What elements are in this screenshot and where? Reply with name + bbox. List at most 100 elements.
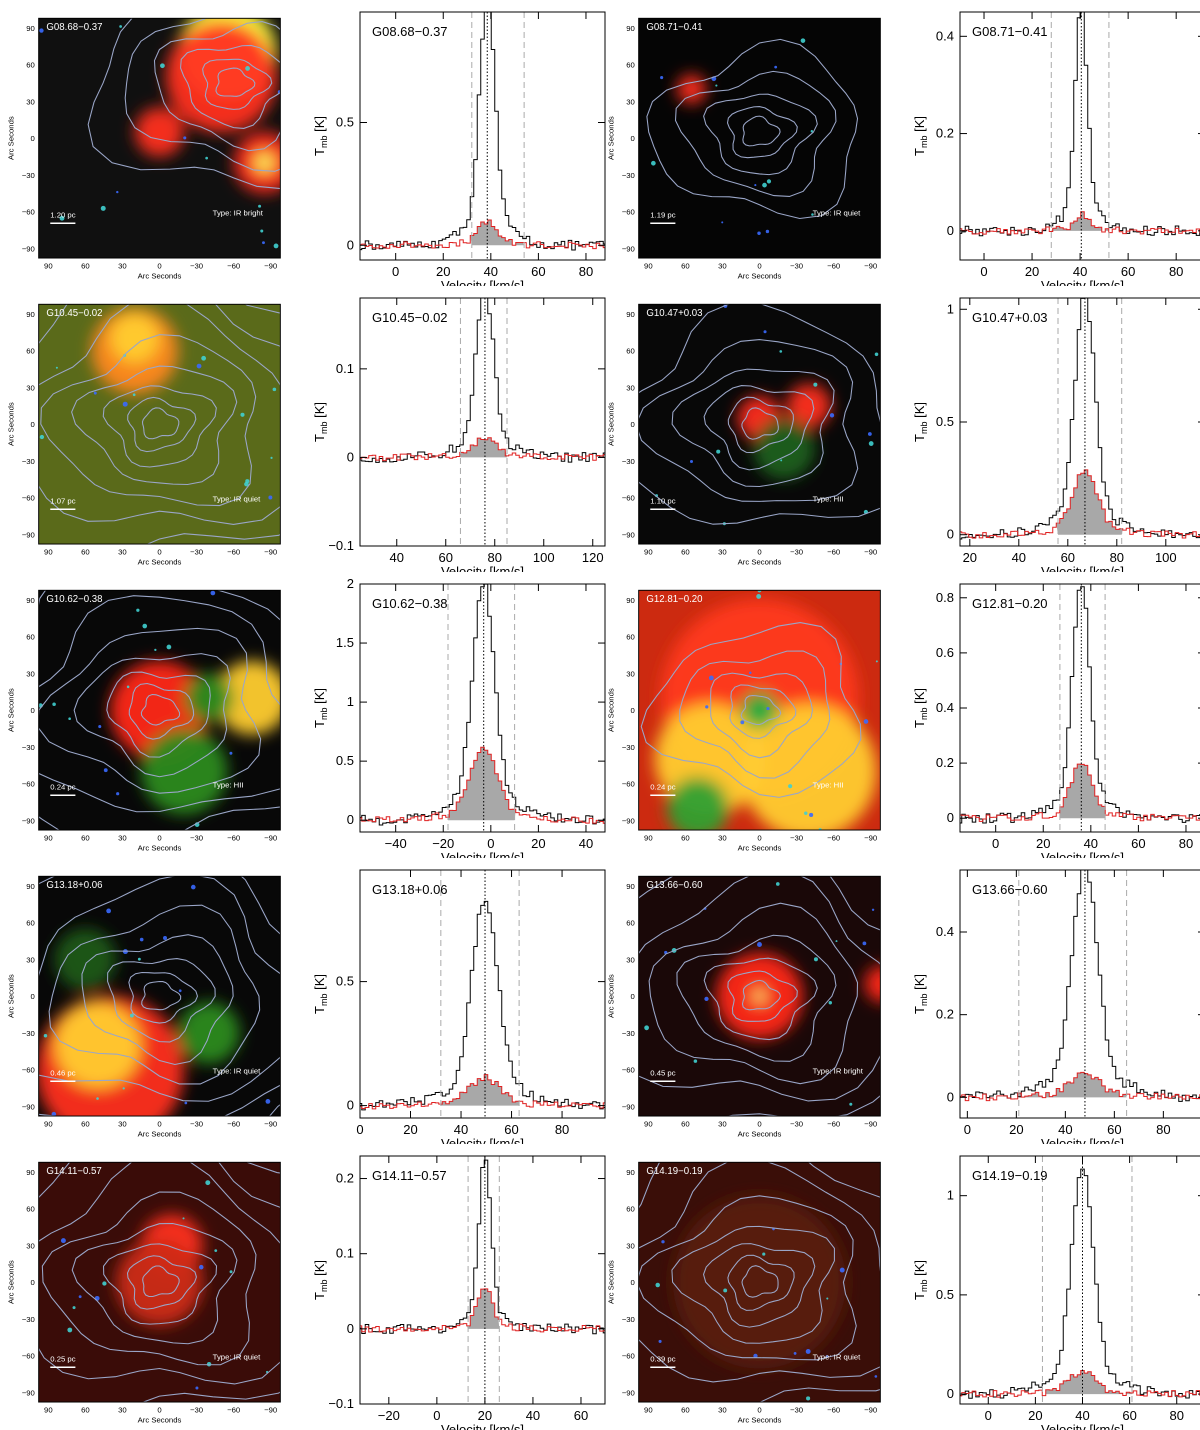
y-tick-label: −30 (22, 457, 35, 466)
source-name-label: G08.71−0.41 (646, 22, 702, 33)
y-tick-label: 0.6 (936, 645, 954, 660)
image-frame (38, 1161, 281, 1403)
star-point (245, 66, 250, 71)
contour-line (87, 18, 281, 190)
x-tick-label: 60 (1121, 264, 1135, 279)
y-tick-label: 90 (626, 310, 635, 319)
star-point (55, 366, 58, 369)
y-tick-label: −90 (22, 530, 35, 539)
y-tick-label: 1 (947, 301, 954, 316)
contour-line (671, 1225, 835, 1344)
x-tick-label: −30 (790, 1120, 803, 1129)
integrated-area (1017, 1072, 1127, 1098)
x-tick-label: 20 (478, 1408, 492, 1423)
y-tick-label: 0.2 (936, 1007, 954, 1022)
scale-bar-label: 1.07 pc (50, 496, 75, 505)
star-point (119, 25, 123, 28)
star-point (704, 996, 709, 1002)
plot-frame (359, 583, 606, 833)
x-tick-label: 40 (1058, 1122, 1072, 1137)
contour-line (81, 934, 234, 1066)
star-point (779, 350, 783, 353)
contour-line (741, 979, 781, 1011)
emission-blob (54, 928, 117, 991)
star-point (800, 38, 806, 43)
x-tick-label: 60 (1122, 1408, 1136, 1423)
x-tick-label: −60 (827, 1120, 840, 1129)
x-tick-label: −90 (264, 548, 277, 557)
y-axis-label: Arc Seconds (607, 974, 616, 1018)
star-point (715, 84, 718, 87)
x-tick-label: 90 (644, 262, 653, 271)
y-tick-label: 30 (626, 955, 635, 964)
y-tick-label: −60 (622, 780, 635, 789)
star-point (813, 957, 818, 962)
x-tick-label: 20 (1009, 1122, 1023, 1137)
image-panel-9: G14.19−0.19 0.39 pc Type: IR quiet 90 90 60 60… (607, 1161, 881, 1424)
x-tick-label: 120 (582, 550, 604, 565)
x-tick-label: 30 (718, 1406, 727, 1415)
source-name-label: G14.11−0.57 (46, 1166, 101, 1177)
contour-line (726, 106, 798, 159)
star-point (716, 449, 721, 454)
y-tick-label: −60 (622, 1066, 635, 1075)
spectrum-title: G10.62−0.38 (372, 596, 448, 611)
spectrum-panel-5: 0 20 40 60 80 0 0.2 0.4 0.6 0.8 G12.81−0.20 Velocit… (912, 583, 1200, 858)
scale-bar-label: 0.24 pc (50, 782, 75, 791)
spectrum-title: G14.19−0.19 (972, 1168, 1048, 1183)
star-point (690, 460, 694, 464)
spectrum-line-secondary (360, 746, 605, 824)
spectrum-line-secondary (360, 1288, 605, 1333)
y-tick-label: 0 (31, 706, 35, 715)
x-tick-label: −30 (190, 834, 203, 843)
x-tick-label: 80 (579, 264, 593, 279)
spectrum-line-secondary (960, 1370, 1200, 1398)
spectrum-title: G10.45−0.02 (372, 310, 448, 325)
y-tick-label: 0.1 (336, 1246, 354, 1261)
spectrum-line-secondary (960, 469, 1200, 539)
emission-blob (673, 1195, 846, 1369)
star-point (875, 660, 878, 663)
x-tick-label: 30 (718, 834, 727, 843)
image-frame (38, 875, 281, 1117)
y-tick-label: 0.5 (336, 974, 354, 989)
y-tick-label: 30 (626, 383, 635, 392)
contour-line (640, 622, 862, 798)
contour-line (126, 1255, 197, 1310)
x-tick-label: 80 (555, 1122, 569, 1137)
contour-line (648, 902, 859, 1085)
x-tick-label: 90 (644, 548, 653, 557)
y-axis-label: Tmb [K] (912, 116, 929, 156)
x-tick-label: 40 (1073, 264, 1087, 279)
contour-line (646, 38, 859, 220)
y-tick-label: −90 (622, 816, 635, 825)
plot-frame (359, 297, 606, 547)
star-point (122, 401, 128, 407)
y-tick-label: 1 (947, 1188, 954, 1203)
y-tick-label: 0 (347, 1321, 354, 1336)
star-point (849, 1102, 853, 1106)
source-type-label: Type: HII (813, 781, 844, 790)
x-tick-label: −20 (432, 836, 454, 851)
y-tick-label: 0 (631, 420, 635, 429)
x-tick-label: 80 (1179, 836, 1193, 851)
y-tick-label: −30 (622, 1029, 635, 1038)
x-tick-label: 0 (392, 264, 399, 279)
contour-line (73, 653, 231, 778)
star-point (132, 393, 136, 397)
star-point (195, 1386, 199, 1390)
image-frame (638, 303, 881, 545)
source-name-label: G10.45−0.02 (46, 308, 102, 319)
emission-blob (178, 1002, 240, 1064)
source-type-label: Type: HII (813, 495, 844, 504)
spectrum-line-secondary (360, 1074, 605, 1110)
star-point (766, 706, 770, 711)
contour-line (671, 368, 835, 488)
x-tick-label: 0 (157, 262, 161, 271)
star-point (868, 441, 874, 446)
contour-line (674, 70, 837, 197)
contour-line (128, 682, 195, 740)
star-point (272, 387, 277, 392)
contour-line (141, 407, 180, 440)
star-point (229, 751, 233, 755)
